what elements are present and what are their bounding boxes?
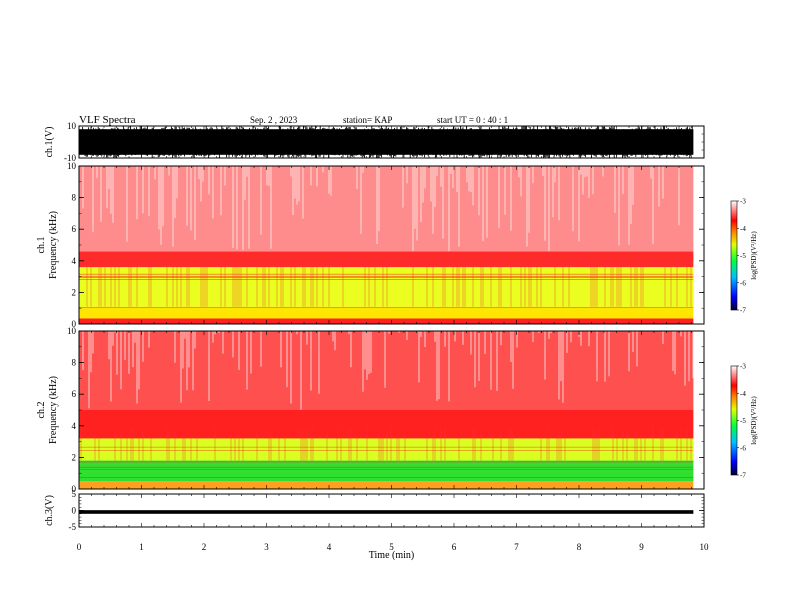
channel-label: ch.2 bbox=[36, 402, 47, 419]
time-tick-label: 1 bbox=[139, 542, 144, 552]
ch2-colorbar: -3 -4 -5 -6 -7 log(PSD)(V²/Hz) bbox=[730, 363, 758, 480]
ch1-tick-label: 10 bbox=[67, 121, 77, 131]
spectral-band bbox=[79, 251, 694, 268]
spectrogram-image bbox=[79, 166, 704, 324]
freq-tick-label: 8 bbox=[72, 193, 77, 203]
station-label: station= KAP bbox=[343, 115, 392, 125]
frequency-axis-label: Frequency (kHz) bbox=[48, 211, 59, 279]
freq-tick-label: 10 bbox=[67, 161, 77, 171]
spectrogram-image bbox=[79, 331, 704, 489]
freq-tick-label: 10 bbox=[67, 326, 77, 336]
ch2-spectrogram-panel: 0 2 4 6 8 10 ch.2 Frequency (kHz) bbox=[36, 326, 705, 494]
time-tick-label: 5 bbox=[389, 542, 394, 552]
time-tick-label: 7 bbox=[514, 542, 519, 552]
time-tick-label: 8 bbox=[577, 542, 582, 552]
freq-tick-label: 4 bbox=[72, 256, 77, 266]
time-tick-label: 10 bbox=[700, 542, 710, 552]
colorbar-tick-label: -6 bbox=[740, 279, 746, 287]
freq-tick-label: 8 bbox=[72, 358, 77, 368]
ch1-waveform-panel: 10 -10 ch.1(V) bbox=[44, 121, 705, 163]
ch3-signal-band bbox=[79, 510, 694, 514]
spectral-band bbox=[79, 166, 694, 252]
spectral-band bbox=[79, 410, 694, 439]
time-tick-label: 0 bbox=[77, 542, 82, 552]
ch3-tick-label: 0 bbox=[72, 506, 77, 516]
ch1-spectrogram-panel: 0 2 4 6 8 10 ch.1 Frequency (kHz) bbox=[36, 161, 705, 329]
freq-tick-label: 6 bbox=[72, 389, 77, 399]
colorbar-gradient bbox=[730, 365, 738, 476]
time-axis: 0 1 2 3 4 5 6 7 8 9 10 Time (min) bbox=[77, 542, 709, 561]
spectral-band bbox=[79, 331, 694, 410]
spectral-band bbox=[79, 481, 694, 489]
figure-title: VLF Spectra bbox=[79, 114, 136, 126]
colorbar-label: log(PSD)(V²/Hz) bbox=[750, 396, 758, 445]
spectral-band bbox=[79, 306, 694, 319]
freq-tick-label: 6 bbox=[72, 224, 77, 234]
ch1-tick-label: -10 bbox=[64, 153, 76, 163]
spectral-streaks bbox=[82, 331, 694, 410]
colorbar-tick-label: -7 bbox=[740, 472, 746, 480]
colorbar-tick-label: -6 bbox=[740, 444, 746, 452]
spectral-band bbox=[79, 438, 694, 461]
start-time-label: start UT = 0 : 40 : 1 bbox=[437, 115, 508, 125]
time-tick-label: 6 bbox=[452, 542, 457, 552]
colorbar-tick-label: -3 bbox=[740, 198, 746, 206]
ch3-tick-label: 5 bbox=[72, 489, 77, 499]
spectral-streaks bbox=[82, 166, 680, 252]
freq-tick-label: 2 bbox=[72, 452, 77, 462]
colorbar-tick-label: -7 bbox=[740, 307, 746, 315]
freq-tick-label: 4 bbox=[72, 421, 77, 431]
freq-tick-label: 0 bbox=[72, 319, 77, 329]
colorbar-tick-label: -4 bbox=[740, 225, 746, 233]
colorbar-tick-label: -5 bbox=[740, 252, 746, 260]
freq-tick-label: 2 bbox=[72, 287, 77, 297]
time-axis-label: Time (min) bbox=[369, 550, 414, 561]
ch3-waveform-panel: 5 0 -5 ch.3(V) bbox=[44, 489, 705, 532]
ch3-tick-label: -5 bbox=[69, 522, 77, 532]
time-tick-label: 3 bbox=[264, 542, 269, 552]
channel-label: ch.1 bbox=[36, 237, 47, 254]
colorbar-label: log(PSD)(V²/Hz) bbox=[750, 231, 758, 280]
colorbar-tick-label: -3 bbox=[740, 363, 746, 371]
time-tick-label: 2 bbox=[202, 542, 207, 552]
ch3-voltage-axis-label: ch.3(V) bbox=[44, 495, 55, 526]
colorbar-gradient bbox=[730, 200, 738, 311]
colorbar-tick-label: -4 bbox=[740, 390, 746, 398]
spectral-streaks bbox=[86, 254, 692, 307]
time-tick-label: 9 bbox=[639, 542, 644, 552]
time-tick-label: 4 bbox=[327, 542, 332, 552]
frequency-axis-label: Frequency (kHz) bbox=[48, 376, 59, 444]
ch1-colorbar: -3 -4 -5 -6 -7 log(PSD)(V²/Hz) bbox=[730, 198, 758, 315]
ch1-voltage-axis-label: ch.1(V) bbox=[44, 127, 55, 158]
spectral-band bbox=[79, 318, 694, 324]
date-label: Sep. 2 , 2023 bbox=[250, 115, 298, 125]
spectral-band bbox=[79, 267, 694, 307]
colorbar-tick-label: -5 bbox=[740, 417, 746, 425]
spectral-band bbox=[79, 460, 694, 482]
freq-tick-label: 0 bbox=[72, 484, 77, 494]
